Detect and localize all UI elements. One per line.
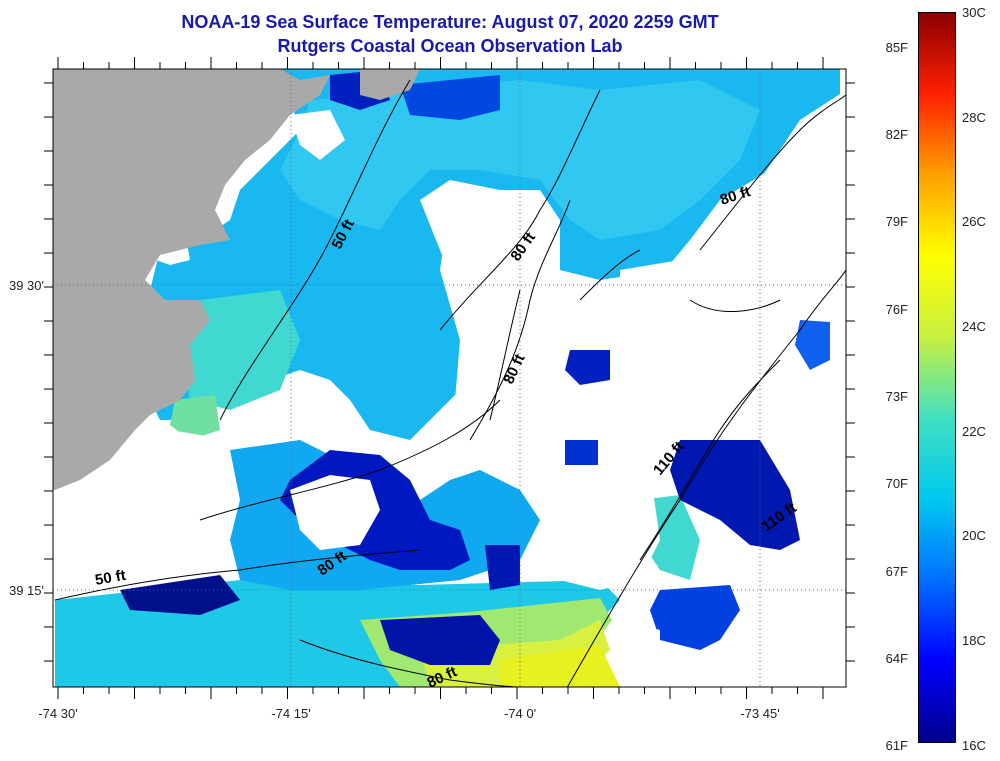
lat-label: 39 30'	[9, 278, 44, 293]
colorbar-c-label: 26C	[962, 214, 986, 229]
colorbar-c-label: 30C	[962, 5, 986, 20]
colorbar-c-label: 18C	[962, 633, 986, 648]
land-mass	[360, 69, 420, 100]
map-frame	[52, 68, 847, 688]
lon-label: -74 15'	[271, 706, 310, 721]
land-mass	[53, 69, 330, 490]
colorbar-f-label: 61F	[885, 738, 908, 753]
colorbar-c-label: 24C	[962, 319, 986, 334]
lon-label: -73 45'	[740, 706, 779, 721]
colorbar-c-label: 22C	[962, 424, 986, 439]
colorbar-f-label: 82F	[885, 127, 908, 142]
map-title: NOAA-19 Sea Surface Temperature: August …	[181, 12, 719, 32]
colorbar-c-label: 28C	[962, 110, 986, 125]
lon-label: -74 0'	[504, 706, 536, 721]
colorbar-f-label: 73F	[885, 389, 908, 404]
colorbar-f-label: 85F	[885, 40, 908, 55]
map-subtitle: Rutgers Coastal Ocean Observation Lab	[277, 36, 623, 56]
sst-field	[55, 69, 846, 687]
colorbar-c-label: 20C	[962, 528, 986, 543]
colorbar-f-label: 79F	[885, 214, 908, 229]
colorbar-f-label: 76F	[885, 302, 908, 317]
colorbar-c-label: 16C	[962, 738, 986, 753]
graticule	[53, 69, 846, 687]
colorbar-f-label: 64F	[885, 651, 908, 666]
colorbar-f-label: 70F	[885, 476, 908, 491]
lat-label: 39 15'	[9, 583, 44, 598]
temperature-colorbar	[918, 12, 956, 743]
lon-label: -74 30'	[38, 706, 77, 721]
bathymetry-contours	[54, 79, 846, 687]
axis-ticks	[44, 57, 855, 699]
contour-label: 50 ft	[94, 567, 127, 589]
colorbar-f-label: 67F	[885, 564, 908, 579]
